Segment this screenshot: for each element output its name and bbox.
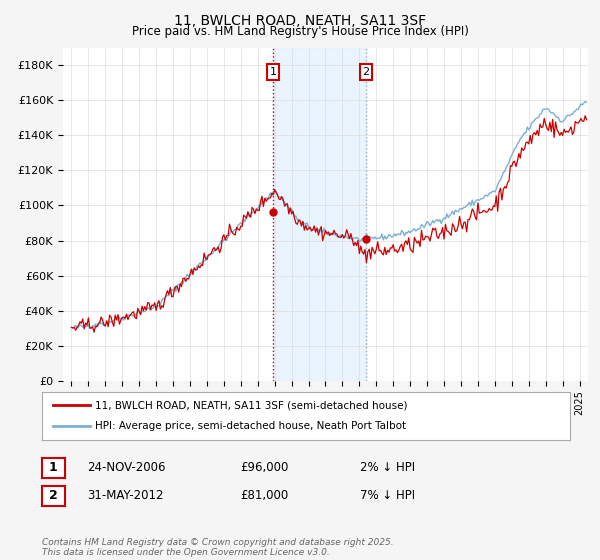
- Text: £81,000: £81,000: [240, 489, 288, 502]
- Text: £96,000: £96,000: [240, 461, 289, 474]
- Text: 7% ↓ HPI: 7% ↓ HPI: [360, 489, 415, 502]
- Text: HPI: Average price, semi-detached house, Neath Port Talbot: HPI: Average price, semi-detached house,…: [95, 421, 406, 431]
- Text: Price paid vs. HM Land Registry's House Price Index (HPI): Price paid vs. HM Land Registry's House …: [131, 25, 469, 38]
- Text: 2: 2: [362, 67, 370, 77]
- Text: 1: 1: [49, 461, 58, 474]
- Text: Contains HM Land Registry data © Crown copyright and database right 2025.
This d: Contains HM Land Registry data © Crown c…: [42, 538, 394, 557]
- Text: 1: 1: [269, 67, 277, 77]
- Text: 2: 2: [49, 489, 58, 502]
- Text: 11, BWLCH ROAD, NEATH, SA11 3SF: 11, BWLCH ROAD, NEATH, SA11 3SF: [174, 14, 426, 28]
- Text: 31-MAY-2012: 31-MAY-2012: [87, 489, 163, 502]
- Text: 11, BWLCH ROAD, NEATH, SA11 3SF (semi-detached house): 11, BWLCH ROAD, NEATH, SA11 3SF (semi-de…: [95, 400, 407, 410]
- Bar: [273, 48, 366, 381]
- Text: 2% ↓ HPI: 2% ↓ HPI: [360, 461, 415, 474]
- Text: 24-NOV-2006: 24-NOV-2006: [87, 461, 166, 474]
